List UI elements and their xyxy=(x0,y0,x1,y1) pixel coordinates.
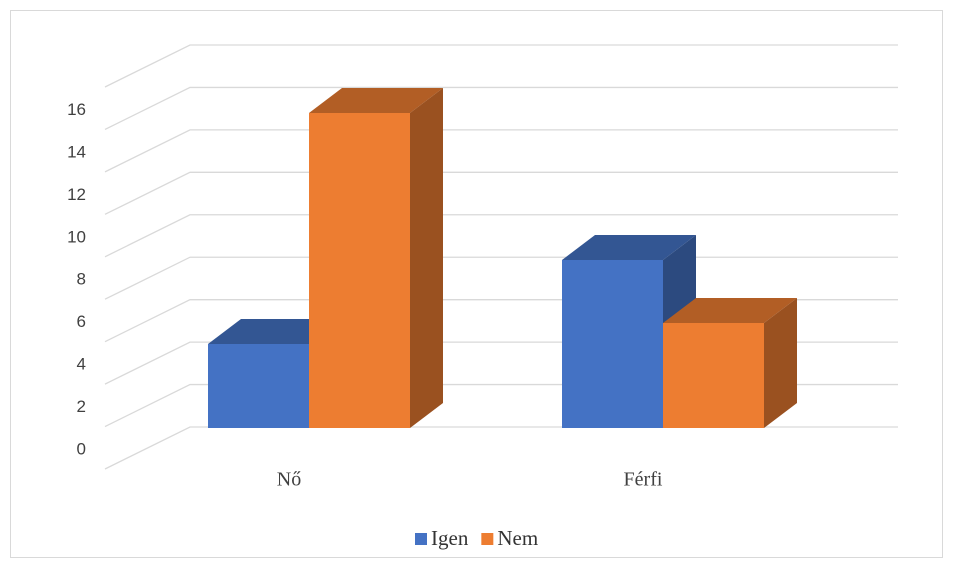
y-tick-label: 8 xyxy=(77,270,86,289)
bar-top xyxy=(208,319,342,344)
y-tick-label: 10 xyxy=(67,227,86,246)
grid-line xyxy=(104,214,898,258)
bar xyxy=(562,260,663,428)
y-tick-label: 4 xyxy=(77,355,86,374)
grid-line xyxy=(104,86,898,131)
bar xyxy=(663,323,764,428)
grid-line xyxy=(104,171,898,215)
bar-top xyxy=(663,298,797,323)
y-tick-label: 14 xyxy=(67,142,86,161)
bar-side xyxy=(764,298,797,428)
y-tick-label: 16 xyxy=(67,100,86,119)
chart-border xyxy=(10,10,943,558)
bar-side xyxy=(410,88,443,428)
x-tick-label: Nő xyxy=(277,469,301,491)
grid-line xyxy=(104,129,898,173)
legend-swatch xyxy=(415,533,427,545)
y-tick-label: 6 xyxy=(77,312,86,331)
bar xyxy=(208,344,309,428)
grid-line xyxy=(104,44,898,88)
bar xyxy=(309,113,410,428)
legend-swatch xyxy=(481,533,494,545)
bar-top xyxy=(562,235,696,260)
bar-top xyxy=(309,88,443,113)
y-tick-label: 12 xyxy=(67,185,86,204)
legend-label: Igen xyxy=(431,526,469,550)
x-tick-label: Férfi xyxy=(624,469,663,491)
legend-label: Nem xyxy=(497,526,538,550)
y-tick-label: 0 xyxy=(77,439,86,458)
y-tick-label: 2 xyxy=(77,397,86,416)
